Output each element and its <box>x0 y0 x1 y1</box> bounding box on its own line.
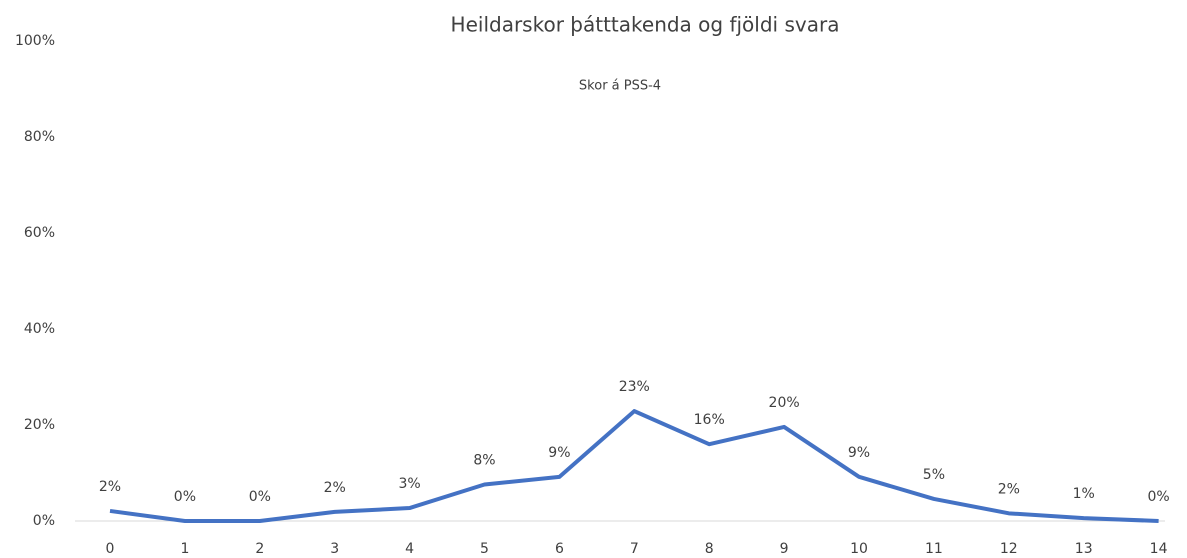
line-series <box>109 409 1159 523</box>
data-label: 23% <box>619 379 650 395</box>
chart-subtitle: Skor á PSS-4 <box>579 79 661 94</box>
x-tick-label: 13 <box>1075 541 1093 557</box>
y-tick-label: 80% <box>24 129 55 145</box>
x-tick-label: 2 <box>255 541 264 557</box>
data-label: 2% <box>998 481 1020 497</box>
y-tick-label: 40% <box>24 321 55 337</box>
data-label: 16% <box>694 412 725 428</box>
x-tick-label: 5 <box>480 541 489 557</box>
data-label: 0% <box>174 489 196 505</box>
x-tick-label: 6 <box>555 541 564 557</box>
x-tick-label: 1 <box>180 541 189 557</box>
x-tick-label: 8 <box>705 541 714 557</box>
data-label: 2% <box>99 479 121 495</box>
data-label: 0% <box>1147 489 1169 505</box>
x-tick-label: 11 <box>925 541 943 557</box>
data-label: 3% <box>398 476 420 492</box>
data-label: 5% <box>923 467 945 483</box>
data-label: 9% <box>548 445 570 461</box>
chart-title: Heildarskor þátttakenda og fjöldi svara <box>451 13 840 37</box>
x-tick-label: 3 <box>330 541 339 557</box>
x-tick-label: 4 <box>405 541 414 557</box>
y-tick-label: 20% <box>24 417 55 433</box>
data-label: 2% <box>324 480 346 496</box>
data-label: 0% <box>249 489 271 505</box>
y-tick-label: 100% <box>15 33 55 49</box>
x-tick-label: 0 <box>106 541 115 557</box>
y-tick-label: 60% <box>24 225 55 241</box>
data-label: 9% <box>848 445 870 461</box>
data-label: 1% <box>1073 486 1095 502</box>
x-tick-label: 9 <box>780 541 789 557</box>
x-tick-label: 14 <box>1150 541 1168 557</box>
x-tick-label: 7 <box>630 541 639 557</box>
data-label: 8% <box>473 453 495 469</box>
x-tick-label: 10 <box>850 541 868 557</box>
x-tick-label: 12 <box>1000 541 1018 557</box>
data-label: 20% <box>769 395 800 411</box>
y-tick-label: 0% <box>33 513 55 529</box>
